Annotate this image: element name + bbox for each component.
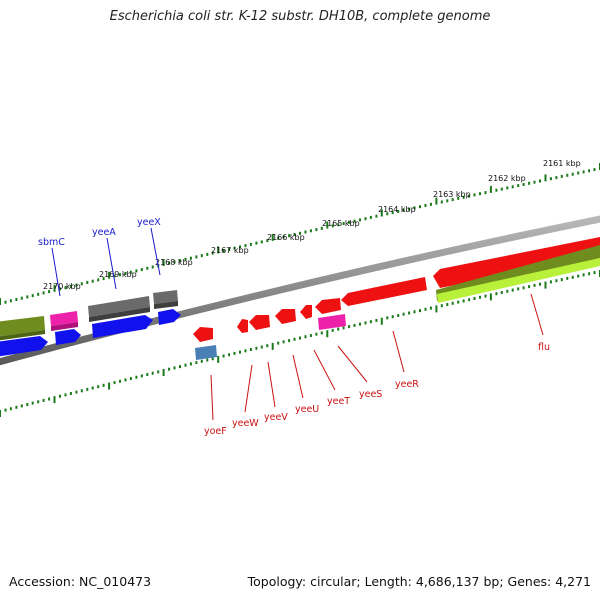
gene-label-yeeT[interactable]: yeeT bbox=[327, 396, 350, 407]
kbp-label: 2161 kbp bbox=[543, 159, 581, 168]
feature-yeeW[interactable] bbox=[237, 319, 248, 333]
feature-sbmC-shade bbox=[51, 322, 78, 331]
kbp-label: 2162 kbp bbox=[488, 174, 526, 183]
gene-label-yeeW[interactable]: yeeW bbox=[232, 418, 259, 429]
inner-ruler bbox=[0, 270, 600, 417]
gene-label-yeeU[interactable]: yeeU bbox=[295, 404, 319, 415]
forward-strand-features bbox=[0, 237, 600, 357]
map-title: Escherichia coli str. K-12 substr. DH10B… bbox=[109, 9, 491, 24]
feature-lime-right[interactable] bbox=[437, 258, 600, 303]
genome-backbone bbox=[0, 215, 600, 366]
kbp-label: 2168 kbp bbox=[155, 258, 193, 267]
kbp-label: 2170 kbp bbox=[43, 282, 81, 291]
feature-olive-left[interactable] bbox=[0, 316, 45, 337]
kbp-label: 2166 kbp bbox=[267, 233, 305, 242]
gene-label-yeeX[interactable]: yeeX bbox=[137, 217, 161, 228]
feature-yeeT-b[interactable] bbox=[315, 298, 341, 314]
feature-blue-1[interactable] bbox=[0, 336, 48, 357]
feature-yoeF-steel[interactable] bbox=[195, 345, 217, 360]
feature-yeeU[interactable] bbox=[275, 309, 296, 324]
feature-olive-left-shade bbox=[0, 330, 45, 341]
gene-label-sbmC[interactable]: sbmC bbox=[38, 237, 65, 248]
feature-yeeV[interactable] bbox=[249, 315, 270, 330]
kbp-label: 2169 kbp bbox=[99, 270, 137, 279]
kbp-label: 2163 kbp bbox=[433, 190, 471, 199]
gene-label-yeeR[interactable]: yeeR bbox=[395, 379, 419, 390]
gene-label-yeeA[interactable]: yeeA bbox=[92, 227, 116, 238]
feature-sbmC[interactable] bbox=[50, 311, 78, 326]
outer-ruler bbox=[0, 163, 600, 305]
gene-label-yoeF[interactable]: yoeF bbox=[204, 426, 227, 437]
label-leaders bbox=[51, 227, 544, 421]
feature-yeeR[interactable] bbox=[341, 277, 427, 306]
topology-summary: Topology: circular; Length: 4,686,137 bp… bbox=[247, 574, 591, 589]
gene-label-flu[interactable]: flu bbox=[538, 342, 550, 353]
gene-label-yeeS[interactable]: yeeS bbox=[359, 389, 382, 400]
kbp-label: 2164 kbp bbox=[378, 205, 416, 214]
accession-text: Accession: NC_010473 bbox=[9, 574, 152, 589]
feature-red-long[interactable] bbox=[433, 237, 600, 288]
feature-yeeX[interactable] bbox=[153, 290, 178, 304]
kbp-label: 2165 kbp bbox=[322, 219, 360, 228]
feature-blue-4[interactable] bbox=[158, 309, 181, 325]
feature-yeeX-shade bbox=[154, 301, 178, 309]
kbp-labels: 2161 kbp 2162 kbp 2163 kbp 2164 kbp 2165… bbox=[43, 159, 581, 291]
feature-yeeS[interactable] bbox=[318, 314, 346, 330]
feature-yeeA-shade bbox=[89, 307, 150, 322]
gene-labels: sbmC yeeA yeeX yoeF yeeW yeeV yeeU yeeT … bbox=[38, 217, 550, 437]
reverse-strand-features bbox=[193, 277, 427, 360]
feature-yeeT-a[interactable] bbox=[300, 305, 312, 319]
feature-yeeA[interactable] bbox=[88, 296, 150, 317]
feature-blue-2[interactable] bbox=[55, 329, 81, 345]
gene-label-yeeV[interactable]: yeeV bbox=[264, 412, 288, 423]
kbp-label: 2167 kbp bbox=[211, 246, 249, 255]
feature-blue-3[interactable] bbox=[92, 315, 153, 338]
feature-yoeF-red[interactable] bbox=[193, 327, 213, 342]
